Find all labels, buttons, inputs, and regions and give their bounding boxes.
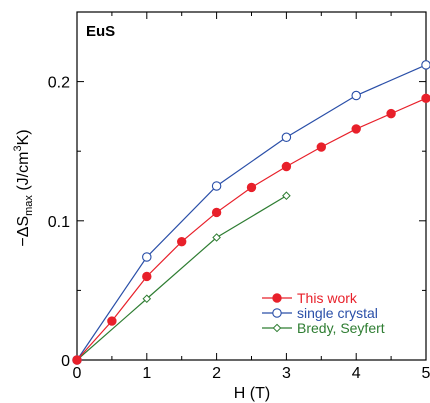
x-tick-label: 4 — [352, 365, 361, 382]
data-point — [351, 90, 361, 101]
data-point — [142, 271, 152, 282]
legend-label: Bredy, Seyfert — [297, 320, 385, 336]
y-axis-title-subscript: max — [23, 195, 35, 216]
y-axis-title-suffix: K) — [15, 129, 32, 145]
data-point — [212, 233, 221, 242]
legend-label: single crystal — [297, 305, 378, 321]
series-bredy-seyfert — [72, 191, 291, 365]
y-axis-title-middle: (J/cm — [15, 152, 32, 196]
series-line — [76, 195, 287, 361]
data-point — [142, 294, 152, 304]
x-tick-label: 1 — [142, 365, 151, 382]
data-point — [177, 236, 187, 247]
data-point — [351, 124, 361, 134]
data-point — [211, 181, 222, 191]
data-point — [421, 93, 430, 104]
data-point — [386, 108, 396, 119]
data-point — [272, 293, 282, 303]
data-point — [421, 60, 430, 70]
data-point — [272, 323, 282, 333]
data-point — [211, 207, 222, 218]
data-point — [272, 308, 282, 318]
data-point — [72, 355, 82, 365]
series-this-work — [72, 93, 430, 365]
series-line — [76, 64, 427, 361]
y-tick-label: 0.1 — [48, 214, 70, 231]
x-tick-label: 2 — [212, 365, 221, 382]
x-tick-label: 3 — [282, 365, 291, 382]
y-axis-title-prefix: −ΔS — [15, 216, 32, 247]
panel-label: EuS — [86, 23, 115, 40]
legend-label: This work — [297, 290, 358, 306]
y-axis-title: −ΔSmax (J/cm3K) — [12, 129, 35, 246]
data-point — [281, 132, 292, 143]
y-tick-label: 0.2 — [48, 75, 70, 92]
x-tick-label: 5 — [422, 365, 430, 382]
data-point — [246, 182, 257, 193]
x-tick-label: 0 — [73, 365, 82, 382]
data-point — [142, 252, 152, 262]
x-axis-title: H (T) — [234, 385, 270, 402]
y-axis-title-superscript: 3 — [12, 145, 24, 151]
data-point — [281, 161, 292, 172]
data-point — [107, 316, 117, 326]
data-point — [316, 142, 326, 152]
data-point — [282, 191, 291, 201]
y-tick-label: 0 — [61, 353, 70, 370]
